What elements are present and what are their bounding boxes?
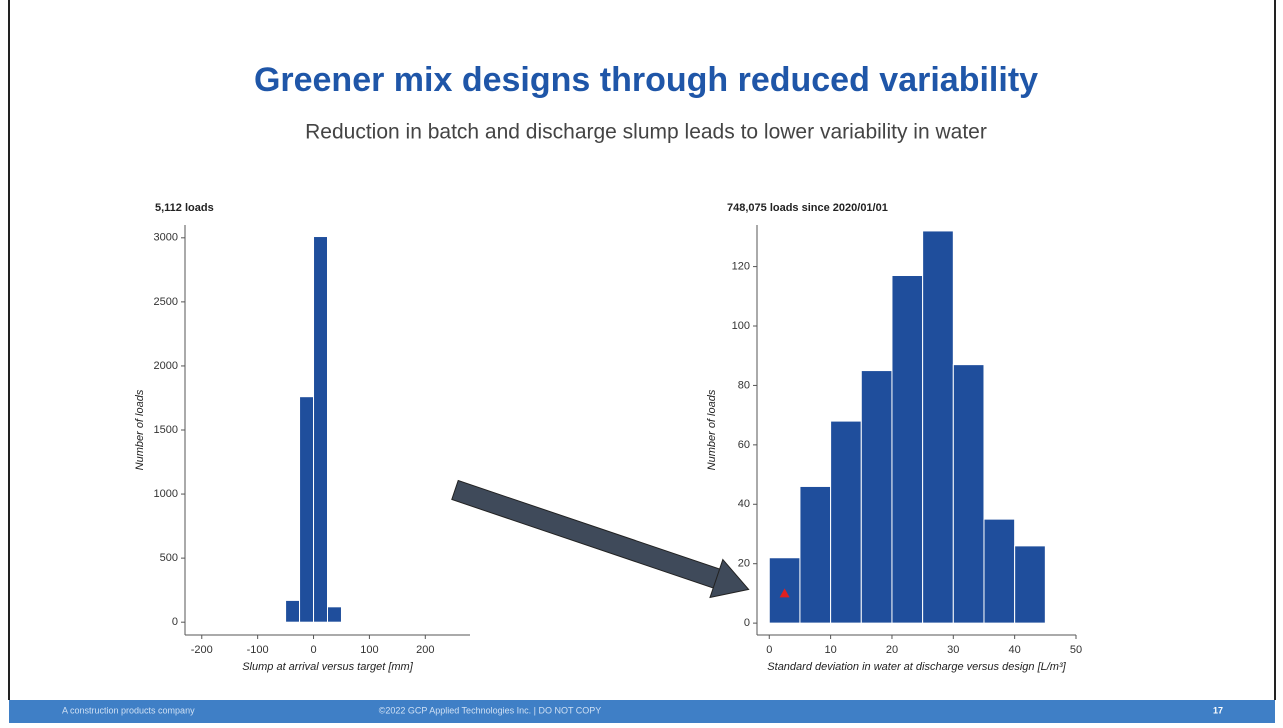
bar bbox=[299, 396, 315, 623]
y-tick-label: 100 bbox=[732, 320, 750, 332]
page-number: 17 bbox=[1213, 705, 1223, 715]
x-tick-label: 0 bbox=[310, 644, 316, 656]
bar bbox=[768, 557, 801, 624]
bar bbox=[891, 275, 924, 624]
y-axis-label: Number of loads bbox=[706, 389, 718, 470]
y-tick-label: 1000 bbox=[154, 488, 178, 500]
y-tick-label: 60 bbox=[738, 439, 750, 451]
y-axis-label: Number of loads bbox=[134, 389, 146, 470]
x-tick-label: 20 bbox=[886, 644, 898, 656]
arrow bbox=[451, 479, 750, 599]
x-tick-label: 0 bbox=[766, 644, 772, 656]
bar bbox=[271, 621, 287, 623]
marker bbox=[779, 588, 790, 598]
bar bbox=[952, 364, 985, 624]
x-tick-label: 40 bbox=[1009, 644, 1021, 656]
y-tick-label: 3000 bbox=[154, 232, 178, 244]
bar bbox=[983, 518, 1016, 624]
x-tick-label: 30 bbox=[947, 644, 959, 656]
y-tick-label: 500 bbox=[160, 552, 178, 564]
x-tick-label: 200 bbox=[416, 644, 434, 656]
y-tick-label: 1500 bbox=[154, 424, 178, 436]
footer-bar bbox=[9, 700, 1275, 723]
y-tick-label: 120 bbox=[732, 261, 750, 273]
y-tick-label: 0 bbox=[744, 617, 750, 629]
bar bbox=[922, 230, 954, 624]
footer-left: A construction products company bbox=[62, 705, 195, 715]
y-tick-label: 0 bbox=[172, 616, 178, 628]
x-tick-label: 50 bbox=[1070, 644, 1082, 656]
x-tick-label: -100 bbox=[247, 644, 269, 656]
y-tick-label: 20 bbox=[738, 558, 750, 570]
chart-title: 5,112 loads bbox=[155, 202, 214, 214]
y-tick-label: 2000 bbox=[154, 360, 178, 372]
x-tick-label: -200 bbox=[191, 644, 213, 656]
x-tick-label: 100 bbox=[360, 644, 378, 656]
chart-title: 748,075 loads since 2020/01/01 bbox=[727, 202, 888, 214]
y-tick-label: 40 bbox=[738, 498, 750, 510]
bar bbox=[327, 606, 342, 623]
bar bbox=[860, 370, 893, 624]
bar bbox=[1014, 545, 1046, 624]
bar bbox=[830, 420, 862, 624]
slide-title: Greener mix designs through reduced vari… bbox=[254, 61, 1038, 99]
footer-center: ©2022 GCP Applied Technologies Inc. | DO… bbox=[379, 705, 602, 715]
y-tick-label: 80 bbox=[738, 379, 750, 391]
bar bbox=[799, 485, 832, 624]
x-axis-label: Slump at arrival versus target [mm] bbox=[242, 661, 413, 673]
bar bbox=[285, 599, 301, 623]
slide-subtitle: Reduction in batch and discharge slump l… bbox=[305, 121, 987, 144]
x-axis-label: Standard deviation in water at discharge… bbox=[767, 661, 1066, 673]
y-tick-label: 2500 bbox=[154, 296, 178, 308]
bar bbox=[313, 236, 329, 623]
x-tick-label: 10 bbox=[824, 644, 836, 656]
